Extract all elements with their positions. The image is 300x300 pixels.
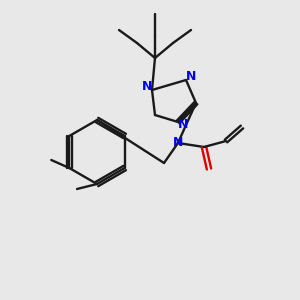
Text: N: N [173, 136, 183, 148]
Text: N: N [186, 70, 196, 83]
Text: N: N [142, 80, 152, 94]
Text: N: N [178, 118, 188, 131]
